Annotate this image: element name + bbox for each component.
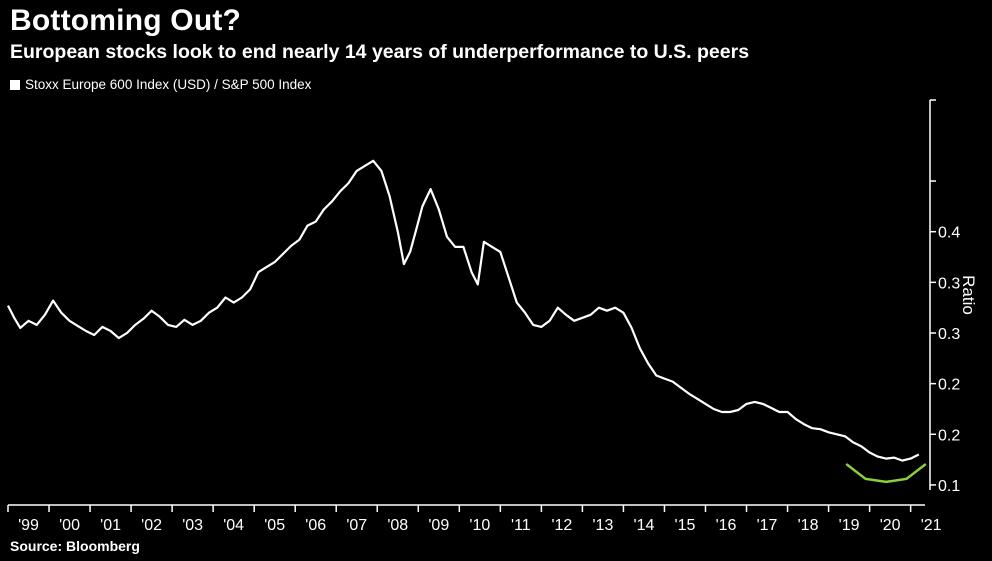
x-tick-label: '00: [59, 517, 80, 534]
y-axis-label: Ratio: [959, 275, 978, 315]
x-tick-label: '21: [921, 517, 942, 534]
x-tick-label: '03: [182, 517, 203, 534]
x-tick-label: '15: [675, 517, 696, 534]
x-tick-label: '19: [839, 517, 860, 534]
chart-subtitle: European stocks look to end nearly 14 ye…: [10, 41, 750, 63]
x-tick-label: '06: [305, 517, 326, 534]
source-label: Source: Bloomberg: [10, 538, 140, 554]
x-tick-label: '10: [469, 517, 490, 534]
y-tick-label: 0.3: [938, 275, 960, 292]
y-tick-label: 0.1: [938, 478, 960, 495]
x-tick-label: '02: [141, 517, 162, 534]
x-tick-label: '14: [634, 517, 655, 534]
x-tick-label: '01: [100, 517, 121, 534]
legend: Stoxx Europe 600 Index (USD) / S&P 500 I…: [10, 77, 311, 92]
x-tick-label: '99: [18, 517, 39, 534]
y-tick-label: 0.2: [938, 377, 960, 394]
bottom-highlight-curve: [845, 463, 927, 484]
x-tick-label: '16: [716, 517, 737, 534]
x-tick-label: '05: [264, 517, 285, 534]
x-tick-label: '20: [880, 517, 901, 534]
series-line: [7, 159, 920, 462]
y-tick-label: 0.4: [938, 225, 960, 242]
chart-title: Bottoming Out?: [10, 4, 242, 37]
x-tick-label: '07: [346, 517, 367, 534]
x-tick-label: '11: [511, 517, 531, 534]
y-tick-label: 0.2: [938, 427, 960, 444]
x-tick-label: '13: [592, 517, 613, 534]
x-tick-label: '12: [551, 517, 572, 534]
x-tick-label: '08: [387, 517, 408, 534]
legend-label: Stoxx Europe 600 Index (USD) / S&P 500 I…: [25, 77, 312, 92]
x-tick-label: '18: [798, 517, 819, 534]
legend-swatch: [10, 79, 20, 90]
x-tick-label: '09: [428, 517, 449, 534]
x-tick-label: '04: [223, 517, 244, 534]
y-tick-label: 0.3: [938, 326, 960, 343]
x-tick-label: '17: [757, 517, 778, 534]
